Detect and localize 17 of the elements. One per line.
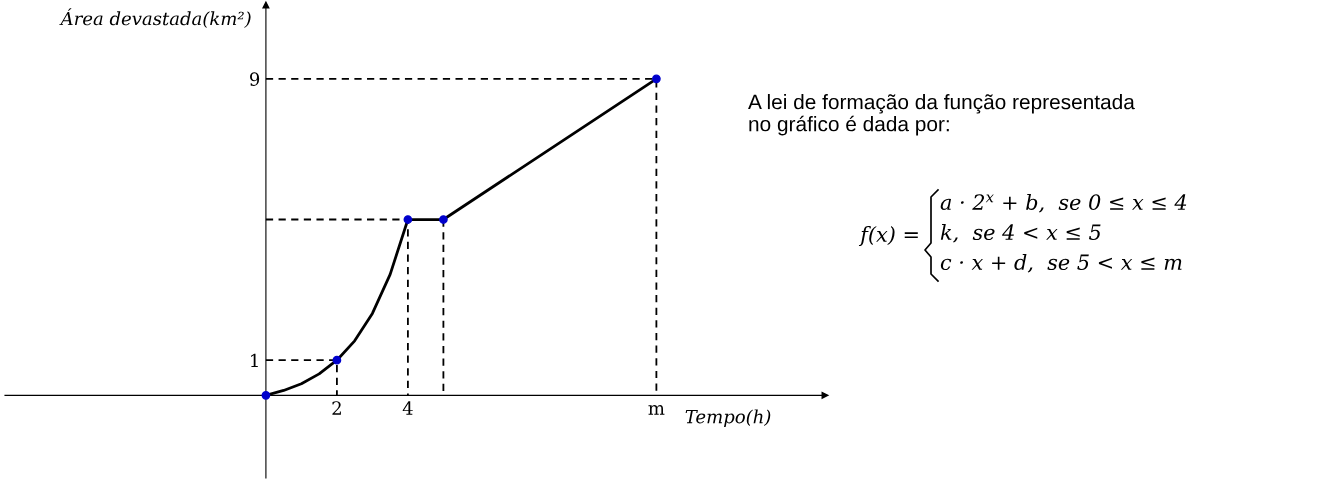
x-tick-label: m <box>648 405 665 415</box>
y-axis-title: Área devastada(km²) <box>59 8 251 28</box>
text: c · x + d, se 5 < x ≤ m <box>940 253 1182 273</box>
text: f(x) = <box>858 225 918 247</box>
x-tick-label: 2 <box>332 401 341 415</box>
annotation: A lei de formação da função representada no gráfico é dada por: <box>748 94 1135 136</box>
x-axis-title: Tempo(h) <box>685 409 771 427</box>
point <box>652 74 661 84</box>
y-tick-label: 9 <box>250 72 260 86</box>
point <box>332 355 342 365</box>
point <box>261 390 271 400</box>
point <box>439 215 448 224</box>
point <box>403 215 413 224</box>
text: a · 2$^{x}$ + b, se 0 ≤ x ≤ 4 <box>940 193 1187 213</box>
y-tick-label: 1 <box>251 353 258 368</box>
text: k, se 4 < x ≤ 5 <box>940 223 1101 243</box>
x-tick-label: 4 <box>402 401 413 415</box>
